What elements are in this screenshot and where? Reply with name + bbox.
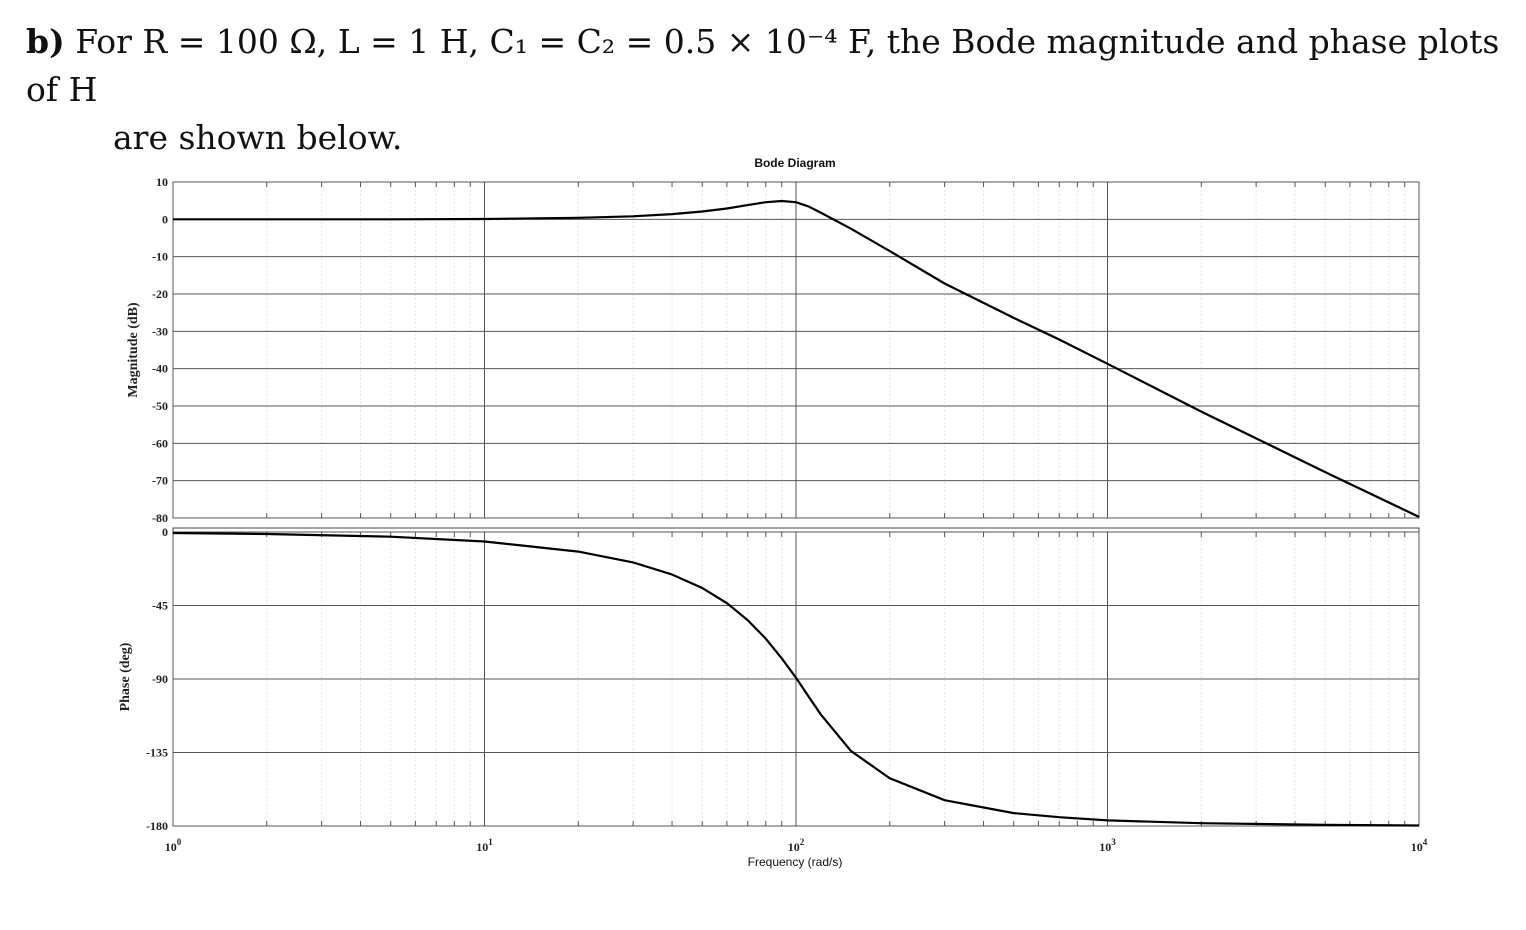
chart-title: Bode Diagram	[754, 156, 835, 170]
y-tick-label: -70	[152, 474, 168, 488]
y-tick-label: -20	[152, 287, 168, 301]
phase-panel: 0 -45 -90 -135 -180 Phase (deg)	[118, 525, 1420, 833]
y-tick-label: -80	[152, 511, 168, 525]
y-tick-label: -60	[152, 436, 168, 450]
x-axis-ticks: 100 101 102 103 104	[165, 837, 1428, 854]
x-tick-label: 103	[1099, 837, 1116, 854]
magnitude-panel: 10 0 -10 -20 -30 -40 -50 -60 -70 -80 Magnitude (d…	[126, 175, 1420, 525]
y-tick-label: -90	[152, 672, 168, 686]
y-tick-label: -180	[146, 819, 168, 833]
y-tick-label: -40	[152, 362, 168, 376]
y-tick-label: 0	[162, 525, 168, 539]
magnitude-y-axis-label: Magnitude (dB)	[126, 302, 141, 398]
problem-text: For R = 100 Ω, L = 1 H, C₁ = C₂ = 0.5 × …	[26, 22, 1500, 109]
x-axis-label: Frequency (rad/s)	[748, 855, 843, 869]
y-tick-label: -10	[152, 250, 168, 264]
y-tick-label: -135	[146, 746, 168, 760]
problem-line-2: are shown below.	[113, 118, 403, 157]
y-tick-label: 10	[156, 175, 168, 189]
x-tick-label: 102	[788, 837, 805, 854]
magnitude-y-ticks: 10 0 -10 -20 -30 -40 -50 -60 -70 -80	[152, 175, 168, 525]
phase-curve	[172, 531, 1420, 827]
x-tick-label: 100	[165, 837, 182, 854]
problem-line-1: b) For R = 100 Ω, L = 1 H, C₁ = C₂ = 0.5…	[26, 18, 1506, 114]
phase-y-ticks: 0 -45 -90 -135 -180	[146, 525, 168, 833]
y-tick-label: 0	[162, 212, 168, 226]
x-tick-label: 104	[1411, 837, 1428, 854]
y-tick-label: -50	[152, 399, 168, 413]
problem-statement: b) For R = 100 Ω, L = 1 H, C₁ = C₂ = 0.5…	[26, 18, 1506, 162]
phase-y-axis-label: Phase (deg)	[118, 642, 133, 711]
problem-label: b)	[26, 22, 65, 61]
magnitude-grid	[172, 181, 1420, 519]
y-tick-label: -30	[152, 324, 168, 338]
magnitude-curve	[173, 199, 1420, 518]
y-tick-label: -45	[152, 599, 168, 613]
x-tick-label: 101	[476, 837, 493, 854]
